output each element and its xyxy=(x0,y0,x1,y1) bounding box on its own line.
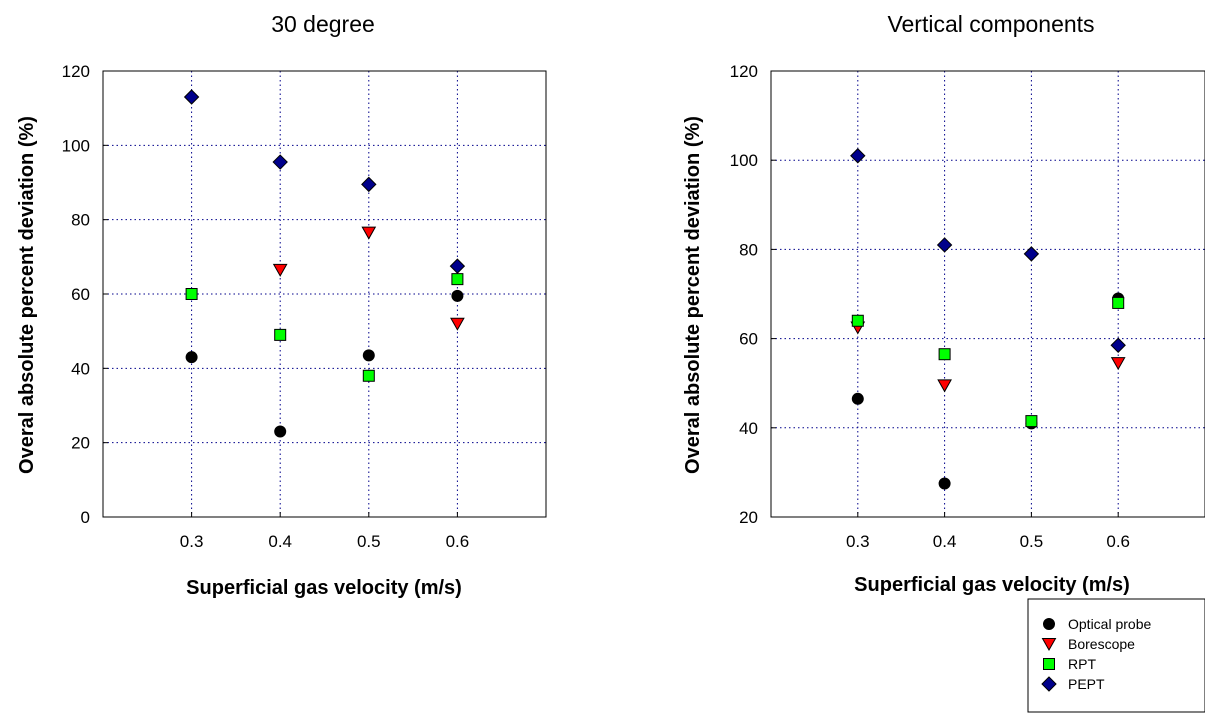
rpt-point xyxy=(1112,296,1125,309)
pept-point xyxy=(449,258,466,274)
x-tick-label: 0.5 xyxy=(1020,532,1044,551)
pept-point xyxy=(850,148,866,164)
optical-probe-point xyxy=(362,349,375,362)
borescope-point xyxy=(450,317,465,331)
optical-probe-point xyxy=(274,425,287,438)
legend-label: Optical probe xyxy=(1068,616,1151,632)
series-optical-probe xyxy=(185,289,464,438)
x-tick-label: 0.3 xyxy=(180,532,204,551)
series-optical-probe xyxy=(851,292,1125,490)
x-tick-label: 0.6 xyxy=(446,532,470,551)
legend: Optical probe Borescope RPT PEPT xyxy=(1027,598,1205,713)
rpt-point xyxy=(185,288,198,300)
y-axis-label: Overal absolute percent deviation (%) xyxy=(682,116,704,474)
borescope-point xyxy=(361,226,377,240)
rpt-point xyxy=(451,273,464,286)
x-tick-label: 0.5 xyxy=(357,532,381,551)
y-tick-label: 80 xyxy=(71,211,90,230)
pept-point xyxy=(361,176,377,193)
legend-marker xyxy=(1041,676,1057,692)
chart-title: Vertical components xyxy=(887,11,1094,37)
y-tick-label: 60 xyxy=(739,330,758,349)
legend-marker xyxy=(1043,658,1055,670)
borescope-point xyxy=(1110,357,1126,371)
pept-point xyxy=(936,237,953,253)
plot-frame xyxy=(770,70,1205,518)
optical-probe-point xyxy=(185,351,198,364)
grid xyxy=(103,70,546,518)
rpt-point xyxy=(362,369,375,382)
legend-marker xyxy=(1043,618,1055,630)
chart-1: 0.3 0.4 0.5 0.6 20 40 60 80 100 120 Vertical compo… xyxy=(682,11,1205,596)
rpt-point xyxy=(938,348,951,361)
pept-point xyxy=(1023,246,1040,262)
y-tick-label: 0 xyxy=(81,508,90,527)
y-tick-label: 100 xyxy=(730,151,758,170)
y-tick-label: 40 xyxy=(739,419,758,438)
chart-0: 0.3 0.4 0.5 0.6 0 20 40 60 80 100 120 30 degree Supe… xyxy=(16,11,547,599)
y-tick-label: 20 xyxy=(71,434,90,453)
pept-point xyxy=(272,154,288,170)
borescope-point xyxy=(937,379,952,393)
y-tick-label: 120 xyxy=(730,62,758,81)
pept-point xyxy=(1110,337,1126,353)
x-tick-label: 0.4 xyxy=(933,532,957,551)
x-axis-label: Superficial gas velocity (m/s) xyxy=(854,574,1130,596)
y-tick-label: 40 xyxy=(71,359,90,378)
series-borescope xyxy=(272,226,465,331)
y-tick-label: 120 xyxy=(62,62,90,81)
chart-title: 30 degree xyxy=(271,11,375,37)
grid xyxy=(771,70,1205,518)
x-tick-label: 0.4 xyxy=(268,532,292,551)
legend-label: PEPT xyxy=(1068,676,1105,692)
legend-marker xyxy=(1041,638,1057,652)
y-tick-label: 60 xyxy=(71,285,90,304)
series-rpt xyxy=(185,273,464,382)
y-axis-label: Overal absolute percent deviation (%) xyxy=(16,116,38,474)
y-tick-label: 80 xyxy=(739,240,758,259)
y-tick-label: 20 xyxy=(739,508,758,527)
x-tick-label: 0.3 xyxy=(846,532,870,551)
optical-probe-point xyxy=(851,392,864,405)
optical-probe-point xyxy=(938,477,951,490)
series-pept xyxy=(183,89,466,274)
optical-probe-point xyxy=(451,289,464,302)
series-rpt xyxy=(851,296,1125,428)
series-borescope xyxy=(850,321,1126,393)
y-tick-label: 100 xyxy=(62,136,90,155)
borescope-point xyxy=(272,263,288,277)
series-pept xyxy=(850,148,1126,353)
legend-label: RPT xyxy=(1068,656,1096,672)
rpt-point xyxy=(274,328,287,341)
x-axis-label: Superficial gas velocity (m/s) xyxy=(186,577,462,599)
pept-point xyxy=(183,89,200,105)
rpt-point xyxy=(851,314,864,327)
legend-label: Borescope xyxy=(1068,636,1135,652)
rpt-point xyxy=(1025,415,1038,428)
legend-box xyxy=(1027,598,1205,713)
x-tick-label: 0.6 xyxy=(1106,532,1130,551)
